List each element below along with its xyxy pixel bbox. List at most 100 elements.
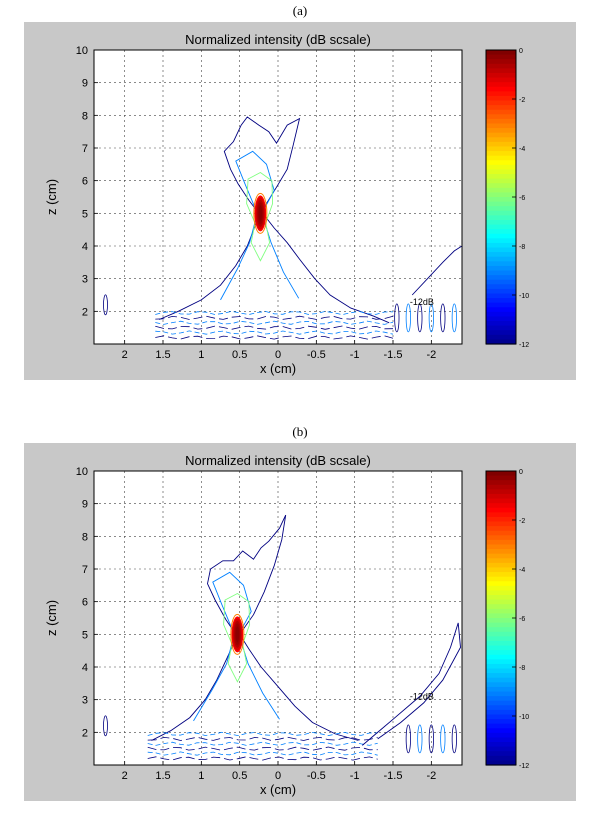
contour-plot-b: 2 1.5 1 0.5 0 -0.5 -1 -1.5 -2 2 3 4 5 6 7 8 9 10 -12dB Norm… [44,453,529,797]
contour-plot-a: 2 1.5 1 0.5 0 -0.5 -1 -1.5 -2 2 3 4 5 6 7 8 9 10 -12dB Norm… [44,32,529,376]
colorbar-segment [486,137,516,143]
chart-title: Normalized intensity (dB scsale) [185,32,371,47]
figure-b: 2 1.5 1 0.5 0 -0.5 -1 -1.5 -2 2 3 4 5 6 7 8 9 10 -12dB Norm… [24,443,576,801]
contour-minus12db-envelope [151,514,359,741]
level-annotation: -12dB [410,297,434,307]
contour-side-fringe [440,303,446,333]
colorbar-segment [486,572,516,578]
chart-title: Normalized intensity (dB scsale) [185,453,371,468]
contour-grating-lobe [411,245,462,296]
contour-side-fringe [394,303,400,333]
axes-frame [93,49,463,345]
contour-side-fringe [405,724,411,754]
colorbar-segment [486,151,516,157]
colorbar-segment [486,567,516,573]
x-tick-label: 0.5 [232,770,247,782]
colorbar-segment [486,265,516,272]
colorbar-tick-label: -2 [519,97,525,104]
contour-side-fringe [103,715,108,737]
colorbar-segment [486,673,516,679]
colorbar-tick-label: 0 [519,469,523,476]
colorbar-tick-label: 0 [519,48,523,55]
colorbar-segment [486,480,516,486]
x-tick-label: -0.5 [307,770,326,782]
colorbar-segment [486,516,516,523]
x-axis-label: x (cm) [260,782,296,797]
contour-near-field-ripple [155,335,394,340]
colorbar-tick-label: -8 [519,244,525,251]
colorbar-segment [486,659,516,665]
colorbar-segment [486,526,516,532]
contour-side-fringe [451,724,457,754]
colorbar-tick-label: -10 [519,293,529,300]
contour-near-field-ripple [147,741,378,746]
colorbar-segment [486,160,516,166]
colorbar-segment [486,558,516,564]
colorbar-segment [486,484,516,490]
colorbar-segment [486,705,516,711]
x-tick-label: 1.5 [155,349,170,361]
colorbar-segment [486,595,516,601]
colorbar-segment [486,252,516,258]
colorbar-tick-label: -2 [519,518,525,525]
colorbar-segment [486,549,516,555]
colorbar-segment [486,210,516,216]
colorbar-segment [486,284,516,290]
colorbar-segment [486,677,516,683]
colorbar-segment [486,238,516,244]
y-tick-label: 4 [82,662,88,674]
colorbar-segment [486,728,516,734]
colorbar-segment [486,82,516,88]
contour-group [103,116,462,340]
colorbar-segment [486,714,516,720]
colorbar-segment [486,109,516,115]
colorbar-tick-label: -4 [519,567,525,574]
y-tick-label: 2 [82,306,88,318]
colorbar-segment [486,114,516,120]
colorbar-segment [486,72,516,79]
contour-side-fringe [417,303,423,333]
contour-near-field-ripple [147,736,378,741]
colorbar-segment [486,521,516,527]
x-tick-label: -1.5 [384,349,403,361]
colorbar-segment [486,330,516,336]
colorbar-segment [486,663,516,670]
colorbar-segment [486,50,516,56]
colorbar-segment [486,118,516,125]
colorbar-segment [486,636,516,642]
colorbar-segment [486,54,516,60]
contour-minus3db [230,613,245,655]
contour-minus9db [193,571,280,722]
colorbar-segment [486,307,516,313]
colorbar-segment [486,233,516,239]
colorbar-segment [486,183,516,189]
colorbar-segment [486,645,516,651]
contour-minus3db [253,192,268,234]
colorbar-segment [486,68,516,74]
contour-side-fringe [417,724,423,754]
x-axis-label: x (cm) [260,361,296,376]
colorbar-segment [486,751,516,757]
y-tick-label: 10 [76,45,88,57]
x-tick-label: -2 [426,349,436,361]
x-tick-label: -1 [350,770,360,782]
colorbar-segment [486,581,516,587]
colorbar-segment [486,91,516,97]
y-tick-label: 5 [82,208,88,220]
colorbar-segment [486,590,516,596]
colorbar-segment [486,288,516,295]
figure-a: 2 1.5 1 0.5 0 -0.5 -1 -1.5 -2 2 3 4 5 6 7 8 9 10 -12dB Norm… [24,22,576,380]
colorbar-segment [486,737,516,743]
colorbar-segment [486,261,516,267]
colorbar-segment [486,201,516,207]
colorbar-segment [486,63,516,69]
y-tick-label: 2 [82,727,88,739]
contour-near-field-ripple [147,756,378,761]
y-tick-label: 6 [82,176,88,188]
colorbar-segment [486,86,516,92]
colorbar-segment [486,585,516,592]
colorbar-segment [486,691,516,697]
colorbar-segment [486,141,516,148]
colorbar-segment [486,95,516,102]
colorbar-segment [486,719,516,725]
